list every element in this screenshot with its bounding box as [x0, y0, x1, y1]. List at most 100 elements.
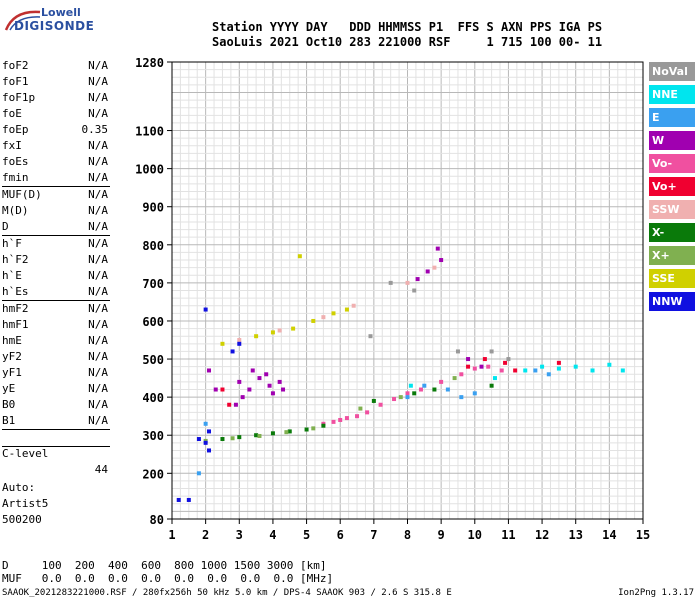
chart-axes: 1 2 3 4 5 6 7 8 9 10 11 12 13 14 158020030040050060070…	[135, 56, 650, 542]
data-point-vominus	[418, 387, 423, 392]
param-row-b0: B0 N/A	[2, 397, 110, 413]
param-value: N/A	[88, 398, 108, 411]
param-key: yF2	[2, 350, 22, 363]
data-point-e	[196, 471, 201, 476]
logo-text-lowell: Lowell	[41, 6, 81, 19]
data-point-xminus	[489, 383, 494, 388]
data-point-voplus	[227, 402, 232, 407]
data-point-nne	[620, 368, 625, 373]
param-key: hmF2	[2, 302, 29, 315]
legend-item-xplus: X+	[649, 246, 695, 265]
data-point-w	[267, 383, 272, 388]
param-value: N/A	[88, 220, 108, 233]
data-point-nnw	[203, 307, 208, 312]
legend-item-e: E	[649, 108, 695, 127]
data-point-ssw	[432, 265, 437, 270]
param-row-fxi: fxI N/A	[2, 138, 110, 154]
data-point-xminus	[371, 398, 376, 403]
data-point-vominus	[486, 364, 491, 369]
data-point-sse	[344, 307, 349, 312]
data-point-xplus	[398, 395, 403, 400]
param-value: N/A	[88, 334, 108, 347]
y-tick-label: 500	[142, 353, 164, 367]
autoscaling-info: Auto: Artist5 500200	[2, 480, 48, 528]
param-key: foF1	[2, 75, 29, 88]
x-tick-label: 7	[370, 528, 377, 542]
data-point-vominus	[378, 402, 383, 407]
data-point-w	[233, 402, 238, 407]
data-point-xminus	[237, 435, 242, 440]
logo-text-digisonde: DIGISONDE	[14, 19, 95, 33]
data-point-sse	[311, 318, 316, 323]
data-point-xplus	[257, 433, 262, 438]
param-value: N/A	[88, 285, 108, 298]
data-point-nnw	[237, 341, 242, 346]
data-point-xplus	[284, 430, 289, 435]
data-point-ssw	[405, 280, 410, 285]
data-point-xminus	[321, 423, 326, 428]
data-point-xplus	[452, 376, 457, 381]
data-point-w	[247, 387, 252, 392]
param-row-fof1: foF1 N/A	[2, 74, 110, 90]
y-tick-label: 1100	[135, 125, 164, 139]
data-point-sse	[254, 334, 259, 339]
data-point-w	[237, 379, 242, 384]
data-point-e	[445, 387, 450, 392]
param-row-he: h`E N/A	[2, 268, 110, 284]
data-point-noval	[368, 334, 373, 339]
data-point-vominus	[338, 417, 343, 422]
legend-item-w: W	[649, 131, 695, 150]
data-point-ssw	[351, 303, 356, 308]
param-row-foe: foE N/A	[2, 106, 110, 122]
logo-swoosh-icon	[4, 10, 41, 31]
x-tick-label: 6	[337, 528, 344, 542]
data-point-w	[479, 364, 484, 369]
param-key: B0	[2, 398, 16, 411]
separator	[2, 235, 110, 236]
data-point-xminus	[412, 391, 417, 396]
data-point-vominus	[355, 414, 360, 419]
data-point-xplus	[358, 406, 363, 411]
param-value: N/A	[88, 382, 108, 395]
param-value: N/A	[88, 350, 108, 363]
data-point-ssw	[237, 338, 242, 343]
param-value: N/A	[88, 414, 108, 427]
data-point-w	[466, 357, 471, 362]
param-row-fof1p: foF1p N/A	[2, 90, 110, 106]
param-key: foEp	[2, 123, 29, 136]
data-point-nne	[556, 366, 561, 371]
param-key: foEs	[2, 155, 29, 168]
legend: NoVal NNE E W Vo- Vo+ SSW X- X+ SSE NNW	[649, 62, 695, 315]
x-tick-label: 3	[236, 528, 243, 542]
data-point-e	[203, 421, 208, 426]
muf-distance-row: D 100 200 400 600 800 1000 1500 3000 [km…	[2, 559, 327, 572]
legend-item-ssw: SSW	[649, 200, 695, 219]
param-value: N/A	[88, 171, 108, 184]
data-point-e	[459, 395, 464, 400]
legend-item-noval: NoVal	[649, 62, 695, 81]
param-key: M(D)	[2, 204, 29, 217]
param-row-fof2: foF2 N/A	[2, 58, 110, 74]
param-row-md: M(D) N/A	[2, 203, 110, 219]
data-point-nne	[492, 376, 497, 381]
data-point-nnw	[207, 448, 212, 453]
chart-points	[176, 246, 625, 502]
param-row-b1: B1 N/A	[2, 413, 110, 429]
data-point-nne	[523, 368, 528, 373]
y-tick-label: 200	[142, 467, 164, 481]
legend-item-xminus: X-	[649, 223, 695, 242]
param-key: foE	[2, 107, 22, 120]
param-value: N/A	[88, 253, 108, 266]
legend-item-vominus: Vo-	[649, 154, 695, 173]
param-row-clevel: C-level 44	[2, 430, 110, 476]
data-point-voplus	[513, 368, 518, 373]
data-point-voplus	[482, 357, 487, 362]
muf-table: D 100 200 400 600 800 1000 1500 3000 [km…	[2, 559, 333, 585]
version-label: Ion2Png 1.3.17	[618, 588, 694, 598]
param-key: h`E	[2, 269, 22, 282]
param-key: hmE	[2, 334, 22, 347]
data-point-w	[240, 395, 245, 400]
data-point-vominus	[405, 391, 410, 396]
param-value: N/A	[88, 318, 108, 331]
param-key: C-level	[2, 447, 49, 460]
